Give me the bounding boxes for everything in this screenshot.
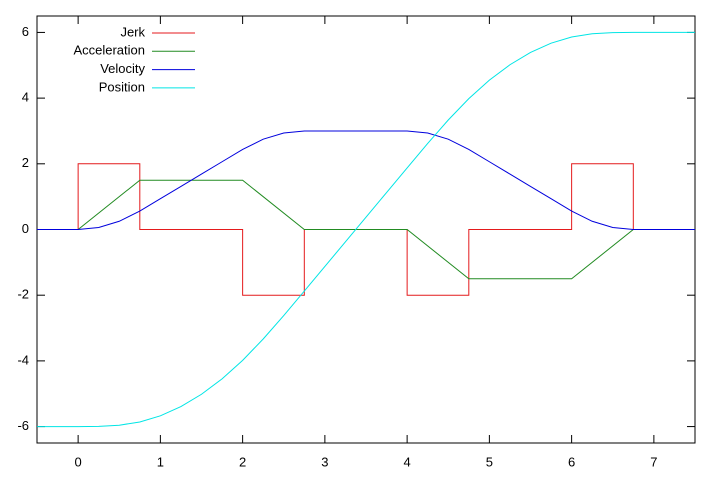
x-tick-label: 7 — [650, 454, 657, 469]
legend-label: Position — [99, 79, 145, 94]
legend-label: Acceleration — [73, 43, 145, 58]
y-tick-label: -6 — [17, 418, 29, 433]
y-tick-label: 6 — [22, 24, 29, 39]
series-line — [37, 130, 695, 230]
y-tick-label: -4 — [17, 352, 29, 367]
y-tick-label: 2 — [22, 155, 29, 170]
series-line — [37, 31, 695, 428]
x-tick-label: 6 — [568, 454, 575, 469]
legend-label: Velocity — [100, 61, 145, 76]
y-tick-label: 4 — [22, 90, 29, 105]
x-tick-label: 2 — [239, 454, 246, 469]
y-tick-label: -2 — [17, 287, 29, 302]
x-tick-label: 4 — [404, 454, 411, 469]
x-tick-label: 1 — [157, 454, 164, 469]
series-line — [37, 179, 695, 280]
x-tick-label: 3 — [321, 454, 328, 469]
x-tick-label: 0 — [75, 454, 82, 469]
x-tick-label: 5 — [486, 454, 493, 469]
y-tick-label: 0 — [22, 221, 29, 236]
legend-label: Jerk — [120, 24, 145, 39]
